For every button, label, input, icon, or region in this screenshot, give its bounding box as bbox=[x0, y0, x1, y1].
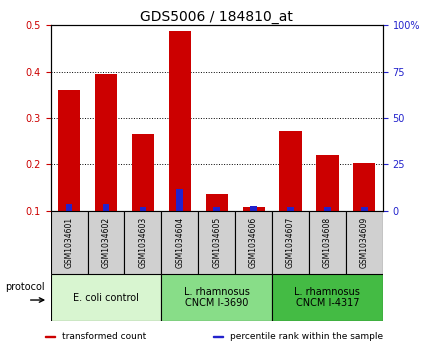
Bar bbox=[103, 204, 109, 211]
Text: L. rhamnosus
CNCM I-4317: L. rhamnosus CNCM I-4317 bbox=[294, 287, 360, 309]
Text: L. rhamnosus
CNCM I-3690: L. rhamnosus CNCM I-3690 bbox=[184, 287, 249, 309]
Bar bbox=[176, 189, 183, 211]
Bar bbox=[51, 274, 161, 321]
Text: E. coli control: E. coli control bbox=[73, 293, 139, 303]
Text: GSM1034601: GSM1034601 bbox=[65, 217, 73, 268]
Bar bbox=[279, 131, 301, 211]
Bar bbox=[88, 211, 125, 274]
Bar bbox=[250, 206, 257, 211]
Bar bbox=[161, 211, 198, 274]
Bar bbox=[353, 163, 375, 211]
Text: transformed count: transformed count bbox=[62, 332, 146, 341]
Bar bbox=[66, 204, 72, 211]
Bar bbox=[213, 335, 223, 338]
Text: GSM1034602: GSM1034602 bbox=[102, 217, 110, 268]
Bar bbox=[346, 211, 383, 274]
Text: GSM1034605: GSM1034605 bbox=[212, 217, 221, 268]
Text: GSM1034606: GSM1034606 bbox=[249, 217, 258, 268]
Text: GSM1034603: GSM1034603 bbox=[138, 217, 147, 268]
Bar bbox=[242, 207, 265, 211]
Bar bbox=[316, 155, 338, 211]
Text: GSM1034607: GSM1034607 bbox=[286, 217, 295, 268]
Bar bbox=[95, 74, 117, 211]
Text: GSM1034604: GSM1034604 bbox=[175, 217, 184, 268]
Bar bbox=[272, 274, 383, 321]
Bar bbox=[125, 211, 161, 274]
Bar bbox=[309, 211, 346, 274]
Bar bbox=[139, 207, 146, 211]
Text: protocol: protocol bbox=[5, 282, 45, 292]
Text: percentile rank within the sample: percentile rank within the sample bbox=[230, 332, 383, 341]
Bar bbox=[51, 211, 88, 274]
Bar bbox=[161, 274, 272, 321]
Bar bbox=[198, 211, 235, 274]
Bar bbox=[287, 207, 294, 211]
Bar bbox=[58, 90, 80, 211]
Bar bbox=[324, 207, 331, 211]
Bar bbox=[169, 32, 191, 211]
Bar bbox=[272, 211, 309, 274]
Bar bbox=[132, 134, 154, 211]
Bar bbox=[213, 207, 220, 211]
Title: GDS5006 / 184810_at: GDS5006 / 184810_at bbox=[140, 11, 293, 24]
Bar bbox=[45, 335, 55, 338]
Bar bbox=[235, 211, 272, 274]
Text: GSM1034608: GSM1034608 bbox=[323, 217, 332, 268]
Bar bbox=[205, 194, 228, 211]
Text: GSM1034609: GSM1034609 bbox=[360, 217, 369, 268]
Bar bbox=[361, 207, 368, 211]
